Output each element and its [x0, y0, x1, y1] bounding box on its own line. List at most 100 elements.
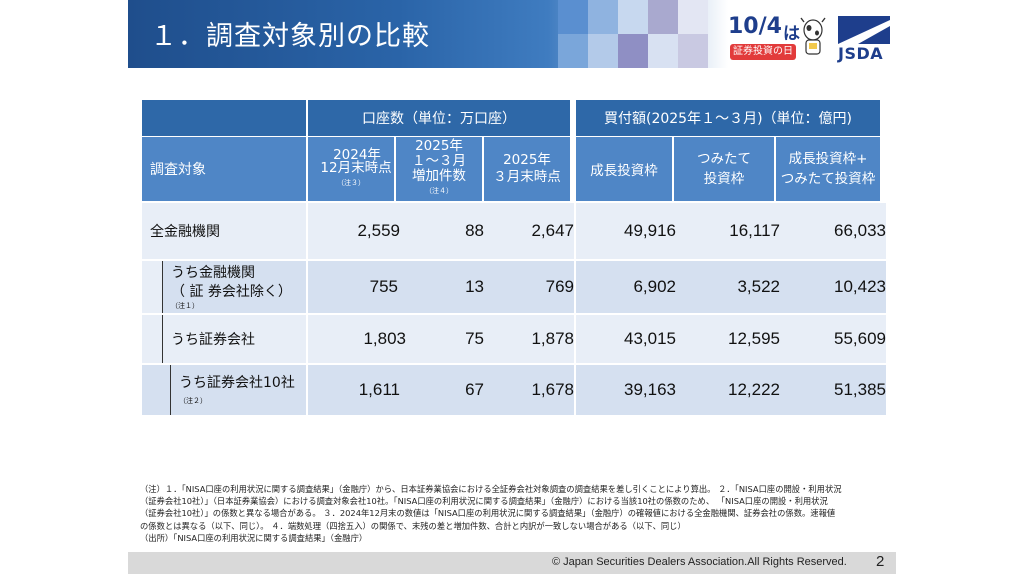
column-header-tsumitate: つみたて 投資枠: [674, 137, 774, 201]
row-banks-label-line1: うち金融機関: [171, 265, 255, 281]
row-securities-col3: 1,878: [531, 329, 574, 348]
page-number: 2: [876, 553, 885, 570]
logo-104-main: 10/4: [728, 14, 782, 39]
table-cell: 39,163: [576, 365, 676, 415]
header-blank-cell: [142, 100, 306, 136]
footnote-line: （注）１．「NISA口座の利用状況に関する調査結果」（金融庁）から、日本証券業協…: [140, 484, 842, 494]
row-securities-label: うち証券会社: [171, 332, 255, 348]
row-all-label: 全金融機関: [150, 224, 220, 240]
column-header-2024-dec: 2024年 12月末時点 （注３）: [308, 137, 394, 201]
column-header-2024-dec-line2: 12月末時点: [320, 159, 392, 176]
table-cell: 3,522: [676, 261, 780, 313]
row-indent-spacer: [142, 365, 170, 415]
table-cell: 769: [484, 261, 574, 313]
table-cell: 10,423: [780, 261, 886, 313]
table-row-label: うち金融機関 （ 証 券会社除く） （注１）: [162, 261, 306, 313]
table-cell: 12,222: [676, 365, 780, 415]
row-banks-col1: 755: [369, 277, 398, 296]
row-top10-note: （注２）: [179, 397, 207, 405]
row-all-col3: 2,647: [531, 221, 574, 240]
group-header-accounts: 口座数（単位：万口座）: [308, 100, 570, 136]
jsda-mark-icon: [838, 16, 890, 44]
column-header-total-line2: つみたて投資枠: [780, 171, 876, 187]
table-row-label: 全金融機関: [142, 203, 306, 259]
jsda-logo-text: JSDA: [838, 44, 884, 63]
source-line: （出所）「NISA口座の利用状況に関する調査結果」（金融庁）: [140, 532, 368, 543]
table-cell: 1,678: [484, 365, 574, 415]
table-cell: 2,647: [484, 203, 574, 259]
column-header-2025-mar: 2025年 ３月末時点: [484, 137, 570, 201]
cow-mascot-icon: [800, 17, 826, 55]
table-cell: 12,595: [676, 315, 780, 363]
table-cell: 51,385: [780, 365, 886, 415]
table-cell: 755: [308, 261, 398, 313]
footnote-line: （証券会社10社）」（日本証券業協会）における調査対象会社10社。「NISA口座…: [140, 496, 828, 507]
row-top10-label: うち証券会社10社: [179, 375, 295, 391]
column-header-target-text: 調査対象: [150, 162, 206, 178]
title-band-mosaic: [558, 0, 728, 68]
row-top10-col4: 39,163: [624, 380, 676, 399]
row-all-col2: 88: [465, 221, 484, 240]
table-cell: 1,803: [308, 315, 406, 363]
column-header-increase-line1: 2025年: [415, 138, 463, 154]
column-header-increase-line2: １～３月: [412, 153, 466, 169]
footnote-line: （証券会社10社）」の係数と異なる場合がある。 ３．2024年12月末の数値は「…: [140, 508, 836, 519]
table-cell: 88: [400, 203, 484, 259]
table-cell: 75: [406, 315, 484, 363]
logo-104-suffix: は: [783, 24, 800, 44]
column-header-2024-dec-note: （注３）: [337, 178, 365, 187]
row-banks-col6: 10,423: [834, 277, 886, 296]
table-cell: 55,609: [780, 315, 886, 363]
footnotes: （注）１．「NISA口座の利用状況に関する調査結果」（金融庁）から、日本証券業協…: [140, 483, 960, 544]
securities-day-logo: 10/4 は 証券投資の日: [728, 14, 826, 64]
table-row-label: うち証券会社: [162, 315, 306, 363]
column-header-target: 調査対象: [142, 137, 306, 201]
page-title: １．調査対象別の比較: [150, 21, 430, 52]
row-banks-col5: 3,522: [737, 277, 780, 296]
column-header-2025-mar-line1: 2025年: [503, 152, 551, 168]
row-indent-spacer: [142, 261, 162, 313]
row-banks-col3: 769: [545, 277, 574, 296]
column-header-2025-mar-line2: ３月末時点: [493, 169, 561, 185]
table-cell: 66,033: [780, 203, 886, 259]
footnote-line: の係数とは異なる（以下、同じ）。 ４．端数処理（四捨五入）の関係で、末残の差と増…: [140, 520, 686, 531]
row-banks-col2: 13: [465, 277, 484, 296]
column-header-total: 成長投資枠+ つみたて投資枠: [776, 137, 880, 201]
table-cell: 67: [400, 365, 484, 415]
row-all-col5: 16,117: [729, 221, 780, 240]
table-cell: 1,878: [484, 315, 574, 363]
row-indent-spacer: [142, 315, 162, 363]
jsda-logo: JSDA: [838, 16, 890, 64]
row-all-col4: 49,916: [624, 221, 676, 240]
column-header-tsumitate-line1: つみたて: [697, 151, 751, 167]
group-header-purchases: 買付額(2025年１～３月)（単位：億円): [576, 100, 880, 136]
table-cell: 43,015: [576, 315, 676, 363]
table-cell: 2,559: [308, 203, 400, 259]
column-header-growth-text: 成長投資枠: [590, 163, 658, 179]
column-header-increase: 2025年 １～３月 増加件数 （注４）: [396, 137, 482, 201]
row-securities-col1: 1,803: [363, 329, 406, 348]
row-top10-col6: 51,385: [834, 380, 886, 399]
row-securities-col2: 75: [465, 329, 484, 348]
table-cell: 1,611: [308, 365, 400, 415]
table-cell: 6,902: [576, 261, 676, 313]
table-cell: 49,916: [576, 203, 676, 259]
footer-bar: [128, 552, 896, 574]
column-header-increase-line3: 増加件数: [412, 168, 466, 184]
row-banks-col4: 6,902: [633, 277, 676, 296]
row-securities-col5: 12,595: [728, 329, 780, 348]
row-top10-col3: 1,678: [531, 380, 574, 399]
row-banks-note: （注１）: [171, 302, 199, 310]
table-cell: 13: [398, 261, 484, 313]
group-header-purchases-text: 買付額(2025年１～３月)（単位：億円): [603, 111, 852, 127]
column-header-total-line1: 成長投資枠+: [788, 151, 868, 167]
row-top10-col5: 12,222: [728, 380, 780, 399]
table-cell: 16,117: [676, 203, 780, 259]
row-all-col6: 66,033: [834, 221, 886, 240]
column-header-tsumitate-line2: 投資枠: [703, 171, 745, 187]
row-all-col1: 2,559: [357, 221, 400, 240]
column-header-growth: 成長投資枠: [576, 137, 672, 201]
table-row-label: うち証券会社10社 （注２）: [170, 365, 306, 415]
column-header-increase-note: （注４）: [425, 187, 453, 195]
group-header-accounts-text: 口座数（単位：万口座）: [362, 111, 516, 127]
